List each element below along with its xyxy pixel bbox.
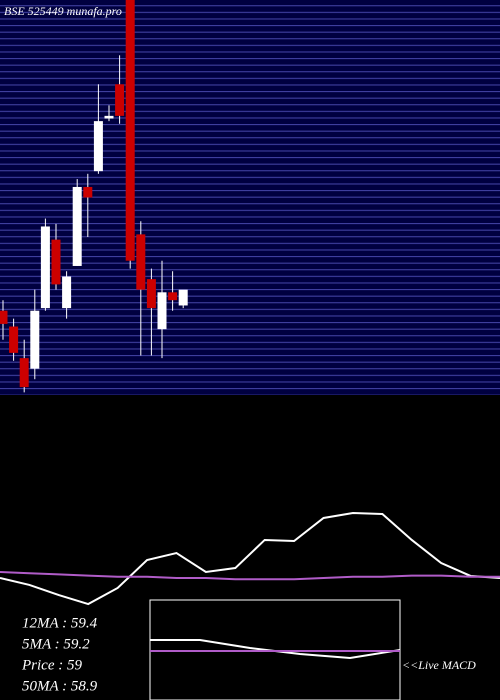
candle-body — [136, 234, 146, 290]
candle-body — [51, 239, 61, 285]
stat-label: 50MA : 58.9 — [22, 678, 98, 694]
candle-body — [157, 292, 167, 330]
candle-body — [0, 310, 8, 324]
stat-label: Price : 59 — [21, 657, 82, 673]
candle-body — [93, 121, 103, 172]
candle-body — [146, 279, 156, 309]
candle-body — [62, 276, 72, 309]
candle-body — [30, 310, 40, 369]
indicator-line — [150, 639, 401, 660]
candle-body — [9, 326, 19, 353]
indicator-line — [0, 571, 500, 581]
macd-label: <<Live MACD — [402, 658, 476, 672]
candle-body — [115, 84, 125, 116]
stat-label: 5MA : 59.2 — [22, 636, 90, 652]
candle-body — [125, 0, 135, 261]
chart-title: BSE 525449 munafa.pro — [4, 4, 122, 18]
candle-body — [72, 186, 82, 266]
candle-body — [168, 292, 178, 301]
indicator-line — [0, 511, 500, 606]
stat-label: 12MA : 59.4 — [22, 615, 98, 631]
candle-body — [104, 115, 114, 119]
candle-body — [83, 186, 93, 198]
candle-body — [19, 358, 29, 388]
candle-body — [40, 226, 50, 309]
candle-body — [178, 289, 188, 306]
